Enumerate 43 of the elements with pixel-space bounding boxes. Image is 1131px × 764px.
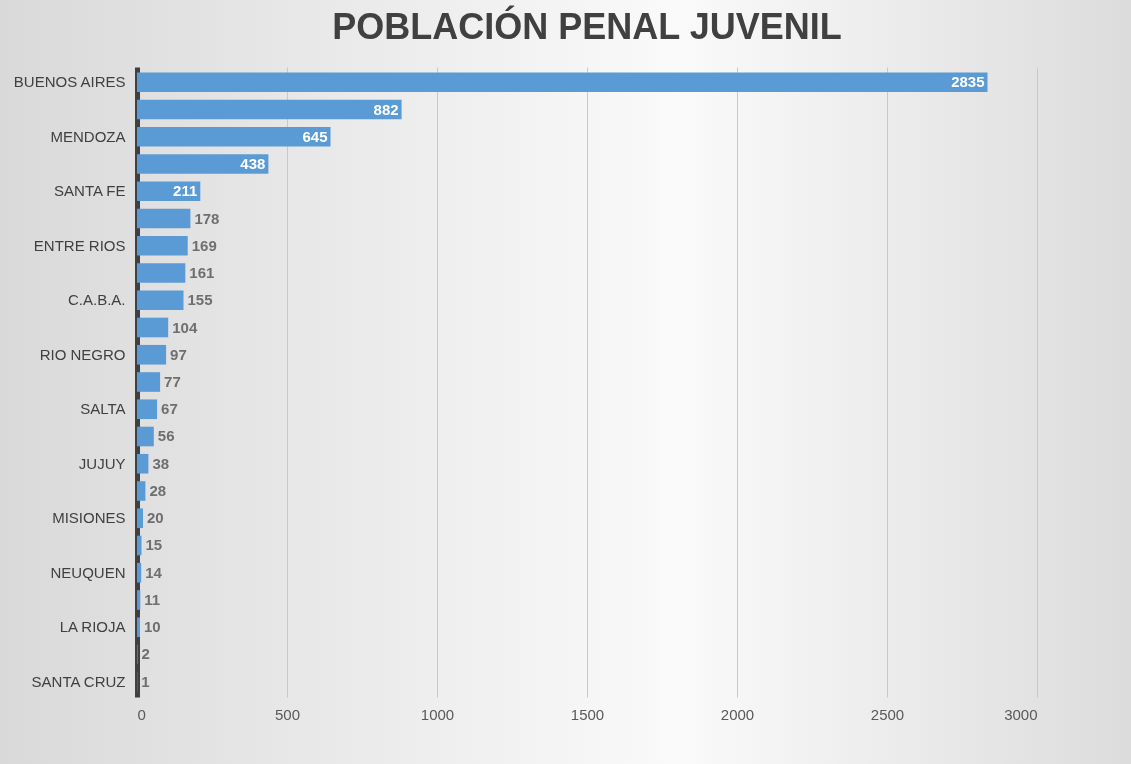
data-label: 178: [194, 209, 220, 227]
y-tick-label: BUENOS AIRES: [13, 73, 126, 91]
x-tick-label: 500: [274, 705, 301, 723]
y-tick-label: SANTA CRUZ: [31, 672, 126, 690]
x-tick-label: 2000: [720, 705, 755, 723]
data-label: 211: [173, 182, 198, 200]
data-label: 169: [191, 236, 217, 254]
data-label: 2: [141, 645, 150, 663]
data-label: 56: [157, 427, 175, 445]
data-label: 67: [161, 400, 178, 418]
data-label: 20: [147, 509, 164, 527]
data-label: 438: [240, 155, 266, 173]
data-label: 38: [152, 454, 170, 472]
data-label: 155: [187, 291, 213, 309]
data-label: 28: [149, 482, 167, 499]
data-label: 77: [164, 373, 181, 390]
data-label: 11: [144, 590, 161, 608]
y-tick-label: SALTA: [80, 400, 126, 418]
data-label: 14: [145, 563, 163, 581]
data-label: 15: [145, 536, 163, 554]
y-tick-label: MISIONES: [52, 509, 126, 527]
y-tick-label: RIO NEGRO: [39, 345, 126, 363]
y-tick-label: SANTA FE: [54, 182, 126, 200]
data-label: 104: [172, 318, 198, 336]
y-tick-label: ENTRE RIOS: [33, 236, 126, 254]
x-tick-label: 0: [137, 705, 146, 723]
data-label: 2835: [951, 73, 985, 91]
data-label: 1: [141, 672, 150, 690]
y-tick-label: C.A.B.A.: [67, 291, 126, 309]
y-tick-label: MENDOZA: [50, 127, 126, 145]
x-tick-label: 2500: [870, 705, 905, 723]
data-label: 10: [144, 618, 161, 636]
y-tick-label: JUJUY: [78, 454, 126, 472]
x-tick-label: 3000: [1004, 705, 1038, 723]
y-tick-label: NEUQUEN: [50, 563, 126, 581]
x-tick-label: 1500: [570, 705, 605, 723]
data-label: 97: [170, 345, 187, 363]
data-label: 882: [373, 100, 399, 118]
x-tick-label: 1000: [420, 705, 455, 723]
data-label: 645: [302, 127, 328, 145]
y-tick-label: LA RIOJA: [59, 618, 126, 636]
data-label: 161: [189, 264, 215, 281]
chart-title: POBLACIÓN PENAL JUVENIL: [332, 5, 842, 47]
